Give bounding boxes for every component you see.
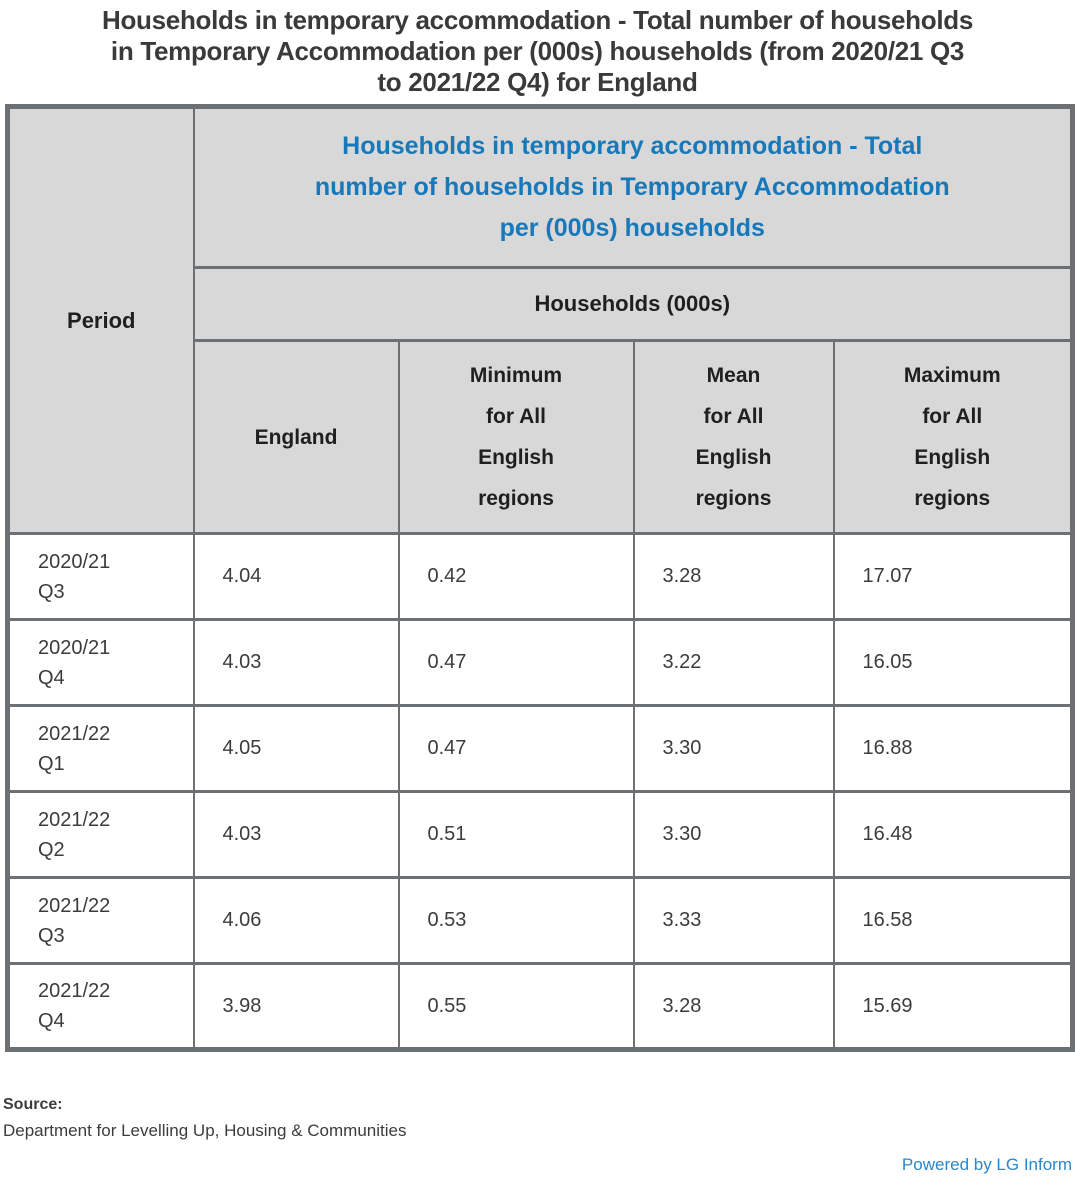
column-header-maximum: Maximum for All English regions: [832, 339, 1074, 535]
mean-value: 3.28: [632, 532, 835, 621]
england-value[interactable]: 4.06: [192, 876, 400, 965]
table-header: Period Households in temporary accommoda…: [6, 105, 1074, 535]
mean-value: 3.30: [632, 790, 835, 879]
unit-header: Households (000s): [192, 266, 1074, 342]
table-body: 2020/21 Q3 4.04 0.42 3.28 17.07 2020/21 …: [6, 532, 1074, 1051]
powered-by-link[interactable]: Powered by LG Inform: [901, 1155, 1072, 1174]
table-row: 2021/22 Q2 4.03 0.51 3.30 16.48: [6, 790, 1074, 879]
table-row: 2020/21 Q4 4.03 0.47 3.22 16.05: [6, 618, 1074, 707]
page-title: Households in temporary accommodation - …: [101, 5, 974, 97]
england-value[interactable]: 4.03: [192, 618, 400, 707]
table-row: 2021/22 Q4 3.98 0.55 3.28 15.69: [6, 962, 1074, 1051]
metric-group-header: Households in temporary accommodation - …: [192, 105, 1074, 269]
period-cell: 2021/22 Q3: [6, 876, 195, 965]
period-column-header: Period: [6, 105, 195, 535]
max-value: 16.88: [832, 704, 1074, 793]
source-value: Department for Levelling Up, Housing & C…: [3, 1121, 407, 1140]
data-table: Period Households in temporary accommoda…: [5, 104, 1075, 1052]
min-value: 0.47: [397, 618, 635, 707]
mean-value: 3.33: [632, 876, 835, 965]
england-value[interactable]: 4.04: [192, 532, 400, 621]
max-value: 17.07: [832, 532, 1074, 621]
min-value: 0.42: [397, 532, 635, 621]
period-cell: 2020/21 Q3: [6, 532, 195, 621]
england-value[interactable]: 4.05: [192, 704, 400, 793]
period-cell: 2021/22 Q4: [6, 962, 195, 1051]
max-value: 15.69: [832, 962, 1074, 1051]
min-value: 0.47: [397, 704, 635, 793]
period-cell: 2021/22 Q1: [6, 704, 195, 793]
table-row: 2021/22 Q1 4.05 0.47 3.30 16.88: [6, 704, 1074, 793]
max-value: 16.05: [832, 618, 1074, 707]
min-value: 0.51: [397, 790, 635, 879]
column-header-mean: Mean for All English regions: [632, 339, 835, 535]
min-value: 0.55: [397, 962, 635, 1051]
source-label: Source:: [3, 1096, 63, 1113]
mean-value: 3.30: [632, 704, 835, 793]
mean-value: 3.22: [632, 618, 835, 707]
period-cell: 2020/21 Q4: [6, 618, 195, 707]
table-row: 2020/21 Q3 4.04 0.42 3.28 17.07: [6, 532, 1074, 621]
column-header-england: England: [192, 339, 400, 535]
table-row: 2021/22 Q3 4.06 0.53 3.33 16.58: [6, 876, 1074, 965]
england-value[interactable]: 4.03: [192, 790, 400, 879]
column-header-minimum: Minimum for All English regions: [397, 339, 635, 535]
min-value: 0.53: [397, 876, 635, 965]
max-value: 16.58: [832, 876, 1074, 965]
period-cell: 2021/22 Q2: [6, 790, 195, 879]
max-value: 16.48: [832, 790, 1074, 879]
england-value[interactable]: 3.98: [192, 962, 400, 1051]
mean-value: 3.28: [632, 962, 835, 1051]
powered-by: Powered by LG Inform: [0, 1155, 1072, 1175]
source-block: Source: Department for Levelling Up, Hou…: [3, 1096, 1075, 1141]
